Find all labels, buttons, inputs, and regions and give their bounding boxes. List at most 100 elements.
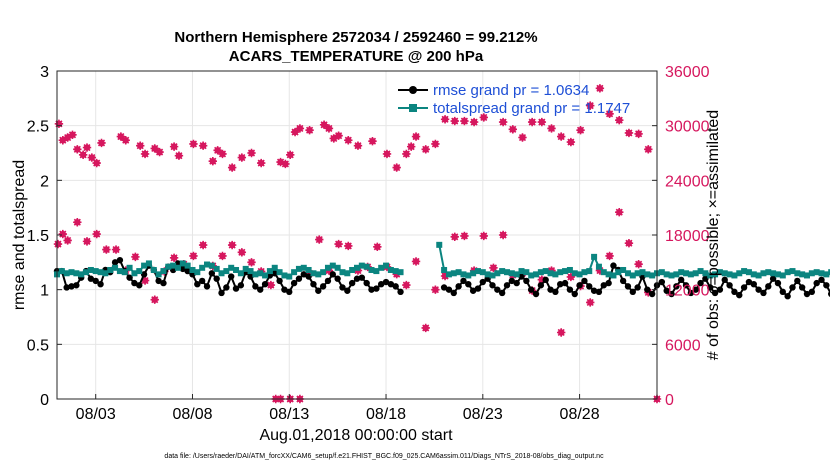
rmse-point [455, 283, 462, 290]
x-axis-label: Aug.01,2018 00:00:00 start [259, 427, 453, 444]
totalspread-point [789, 268, 796, 275]
obs-point [624, 128, 634, 138]
totalspread-point [552, 271, 559, 278]
rmse-point [305, 273, 312, 280]
obs-point [586, 298, 595, 307]
y-right-tick-label: 0 [665, 392, 674, 409]
rmse-point [295, 275, 303, 282]
totalspread-point [145, 260, 152, 267]
totalspread-point [581, 269, 588, 276]
totalspread-point [387, 266, 394, 273]
obs-point [237, 153, 247, 162]
obs-point [92, 158, 101, 168]
rmse-point [377, 281, 385, 288]
totalspread-point [213, 265, 220, 272]
totalspread-point [765, 269, 772, 276]
obs-point [150, 144, 159, 153]
totalspread-point [634, 270, 641, 277]
totalspread-point [460, 271, 467, 278]
x-tick-label: 08/18 [366, 406, 406, 423]
obs-point [334, 131, 343, 140]
totalspread-point [547, 270, 554, 277]
rmse-point [358, 274, 366, 281]
chart-subtitle: ACARS_TEMPERATURE @ 200 hPa [229, 48, 484, 65]
obs-point [92, 229, 101, 239]
legend-label-totalspread: totalspread grand pr = 1.1747 [433, 100, 630, 117]
rmse-point [208, 270, 216, 277]
obs-point [116, 132, 126, 141]
totalspread-point [194, 269, 201, 276]
rmse-point [542, 276, 549, 284]
rmse-point [252, 283, 259, 290]
rmse-point [68, 283, 75, 290]
totalspread-point [537, 269, 544, 276]
obs-point [53, 239, 63, 249]
rmse-point [160, 279, 167, 287]
totalspread-point [324, 264, 331, 271]
rmse-point [571, 290, 578, 298]
rmse-point [687, 289, 695, 297]
totalspread-point [286, 273, 293, 280]
obs-point [382, 149, 392, 159]
rmse-point [387, 281, 395, 288]
y-right-tick-label: 24000 [665, 173, 710, 190]
data-file-footer: data file: /Users/raeder/DAI/ATM_forcXX/… [164, 453, 604, 460]
rmse-point [92, 277, 99, 285]
totalspread-point [271, 264, 278, 271]
y-left-tick-label: 0 [40, 392, 49, 409]
obs-point [256, 158, 266, 168]
obs-point [58, 136, 68, 145]
totalspread-point [484, 271, 491, 278]
totalspread-point [663, 271, 670, 278]
rmse-point [503, 282, 511, 289]
totalspread-point [83, 269, 90, 276]
obs-point [131, 252, 140, 262]
totalspread-point [334, 264, 341, 271]
totalspread-point [794, 270, 801, 277]
obs-point [373, 242, 382, 252]
rmse-point [465, 281, 472, 288]
totalspread-point [349, 266, 356, 273]
rmse-point [692, 286, 699, 293]
obs-point [624, 239, 634, 248]
rmse-point [136, 282, 143, 289]
totalspread-point [712, 271, 719, 278]
rmse-point [561, 279, 569, 287]
rmse-point [644, 286, 651, 293]
obs-point [402, 280, 411, 290]
totalspread-point [591, 253, 598, 260]
y-right-tick-label: 36000 [665, 64, 710, 81]
totalspread-point [266, 268, 273, 275]
obs-point [605, 251, 614, 261]
rmse-point [218, 289, 225, 297]
obs-point [615, 116, 624, 125]
totalspread-point [750, 271, 757, 278]
rmse-point [566, 286, 574, 293]
totalspread-point [339, 269, 346, 276]
obs-point [63, 236, 72, 245]
rmse-point [537, 282, 545, 289]
totalspread-point [392, 268, 399, 275]
totalspread-point [528, 272, 535, 279]
rmse-point [523, 277, 530, 285]
rmse-point [711, 289, 719, 297]
obs-point [595, 84, 605, 93]
totalspread-point [474, 268, 481, 275]
rmse-point [111, 259, 119, 266]
rmse-point [397, 288, 404, 296]
totalspread-point [610, 272, 617, 279]
totalspread-point [276, 269, 283, 276]
totalspread-point [112, 264, 119, 271]
totalspread-point [828, 269, 830, 276]
totalspread-point [126, 264, 133, 271]
rmse-point [702, 275, 709, 282]
totalspread-point [557, 269, 564, 276]
y-right-tick-label: 12000 [665, 283, 710, 300]
obs-point [498, 230, 508, 240]
totalspread-point [629, 272, 636, 279]
legend-label-rmse: rmse grand pr = 1.0634 [433, 82, 589, 99]
totalspread-point [131, 270, 138, 277]
totalspread-point [247, 268, 254, 275]
rmse-point [774, 279, 782, 287]
rmse-point [460, 277, 467, 285]
